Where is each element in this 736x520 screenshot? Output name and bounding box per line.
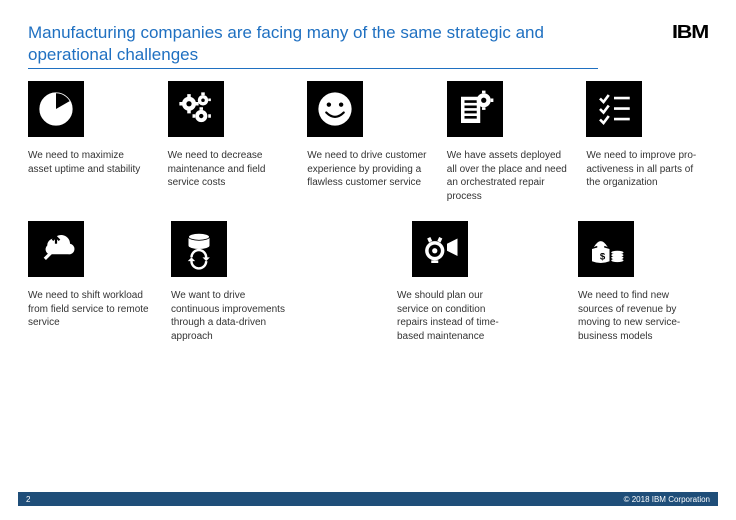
row-1: We need to maximize asset uptime and sta… [28,81,708,203]
item-text: We want to drive continuous improvements… [171,289,296,343]
slide-header: Manufacturing companies are facing many … [0,0,736,69]
item-text: We need to drive customer experience by … [307,149,429,190]
item-text: We have assets deployed all over the pla… [447,149,569,203]
item-text: We need to maximize asset uptime and sta… [28,149,150,176]
slide-title: Manufacturing companies are facing many … [28,22,598,69]
gears-icon [168,81,224,137]
item-text: We should plan our service on condition … [397,289,512,343]
clock-icon [28,81,84,137]
spacer [530,221,560,343]
item-condition-repairs: We should plan our service on condition … [387,221,512,343]
item-text: We need to decrease maintenance and fiel… [168,149,290,190]
item-data-driven: We want to drive continuous improvements… [171,221,296,343]
item-remote-service: We need to shift workload from field ser… [28,221,153,343]
alarm-horn-icon [412,221,468,277]
spacer [314,221,369,343]
copyright: © 2018 IBM Corporation [624,495,710,504]
smile-icon [307,81,363,137]
item-text: We need to improve pro-activeness in all… [586,149,708,190]
item-proactiveness: We need to improve pro-activeness in all… [586,81,708,203]
slide-footer: 2 © 2018 IBM Corporation [18,492,718,506]
svg-text:$: $ [600,252,606,263]
row-2: We need to shift workload from field ser… [28,221,708,343]
ibm-logo: IBM [672,22,708,43]
item-text: We need to find new sources of revenue b… [578,289,703,343]
db-cycle-icon [171,221,227,277]
item-revenue: $ We need to find new sources of revenue… [578,221,703,343]
item-orchestrated-repair: We have assets deployed all over the pla… [447,81,569,203]
item-text: We need to shift workload from field ser… [28,289,153,330]
page-number: 2 [26,495,30,504]
board-gear-icon [447,81,503,137]
slide-content: We need to maximize asset uptime and sta… [0,69,736,343]
item-customer-experience: We need to drive customer experience by … [307,81,429,203]
item-maintenance-costs: We need to decrease maintenance and fiel… [168,81,290,203]
checklist-icon [586,81,642,137]
cloud-wrench-icon [28,221,84,277]
money-icon: $ [578,221,634,277]
item-uptime: We need to maximize asset uptime and sta… [28,81,150,203]
